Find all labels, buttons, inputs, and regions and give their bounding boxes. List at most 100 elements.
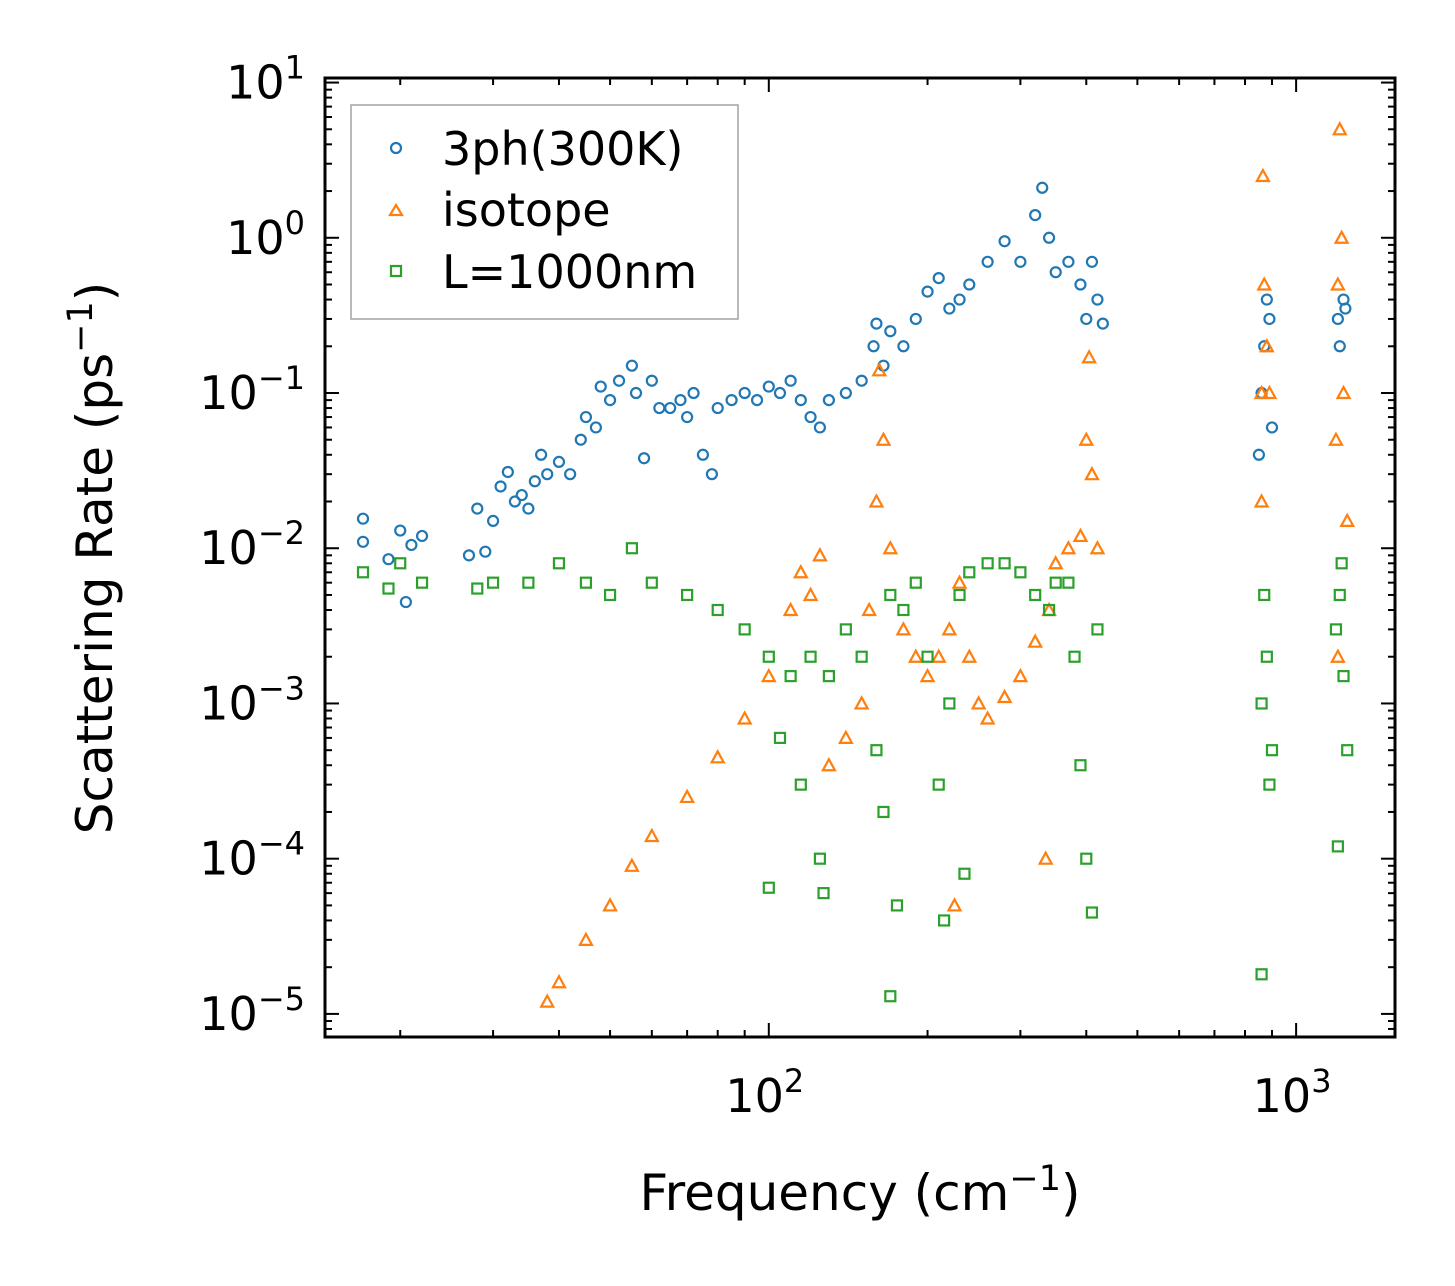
legend-box bbox=[350, 104, 739, 320]
point-circle bbox=[897, 340, 910, 353]
point-square bbox=[1331, 840, 1344, 853]
point-circle bbox=[535, 448, 548, 461]
point-square bbox=[884, 588, 897, 602]
point-circle bbox=[773, 386, 787, 400]
point-square bbox=[394, 557, 407, 570]
point-square bbox=[938, 914, 951, 927]
point-triangle bbox=[1261, 384, 1278, 400]
point-triangle bbox=[1333, 229, 1350, 244]
point-circle bbox=[574, 433, 587, 446]
point-square bbox=[839, 623, 852, 636]
point-circle bbox=[399, 595, 412, 609]
point-circle bbox=[629, 386, 643, 400]
point-square bbox=[552, 557, 566, 570]
point-square bbox=[603, 588, 617, 602]
point-square bbox=[884, 990, 897, 1003]
point-triangle bbox=[951, 574, 968, 589]
point-square bbox=[877, 805, 890, 819]
y-tick-label: 10−1 bbox=[199, 359, 305, 420]
point-square bbox=[855, 650, 868, 663]
point-square bbox=[943, 697, 956, 710]
point-circle bbox=[1091, 293, 1104, 306]
point-triangle bbox=[1339, 512, 1356, 528]
point-triangle bbox=[1037, 850, 1054, 865]
x-tick-label: 103 bbox=[1253, 1062, 1332, 1123]
point-triangle bbox=[1255, 167, 1271, 183]
point-square bbox=[1049, 576, 1062, 589]
legend-marker-3ph bbox=[389, 141, 403, 155]
point-triangle bbox=[1072, 527, 1089, 543]
point-square bbox=[1260, 650, 1273, 663]
point-square bbox=[486, 576, 500, 589]
point-triangle bbox=[868, 493, 885, 508]
point-circle bbox=[681, 410, 694, 424]
point-square bbox=[762, 881, 775, 894]
point-triangle bbox=[1084, 465, 1100, 481]
point-circle bbox=[356, 535, 370, 548]
point-square bbox=[909, 576, 922, 589]
point-triangle bbox=[1330, 648, 1346, 663]
point-circle bbox=[1074, 278, 1087, 291]
point-square bbox=[804, 650, 817, 663]
point-circle bbox=[762, 380, 775, 393]
point-circle bbox=[479, 545, 492, 558]
point-circle bbox=[612, 374, 626, 387]
point-triangle bbox=[996, 688, 1013, 704]
point-circle bbox=[1085, 255, 1099, 268]
point-circle bbox=[687, 386, 700, 400]
point-circle bbox=[594, 380, 607, 393]
point-circle bbox=[998, 235, 1011, 248]
point-circle bbox=[813, 421, 827, 434]
legend: 3ph(300K) isotope L=1000nm bbox=[350, 104, 739, 320]
point-circle bbox=[1062, 255, 1075, 268]
point-circle bbox=[382, 553, 395, 566]
point-triangle bbox=[1078, 431, 1095, 446]
point-circle bbox=[645, 374, 658, 387]
x-axis-label: Frequency (cm−1) bbox=[639, 1159, 1080, 1222]
point-square bbox=[471, 582, 484, 595]
point-circle bbox=[822, 394, 835, 407]
point-square bbox=[645, 576, 658, 589]
point-triangle bbox=[970, 695, 987, 710]
plot-marks bbox=[356, 120, 1356, 1008]
point-circle bbox=[415, 529, 429, 543]
point-circle bbox=[589, 421, 602, 434]
point-square bbox=[1255, 697, 1268, 710]
y-axis-label: Scattering Rate (ps−1) bbox=[61, 282, 124, 835]
legend-label-l1000nm: L=1000nm bbox=[442, 245, 697, 299]
point-square bbox=[773, 731, 787, 744]
point-triangle bbox=[1335, 384, 1352, 400]
point-triangle bbox=[861, 601, 878, 617]
y-tick-label: 101 bbox=[226, 49, 305, 110]
point-square bbox=[762, 650, 775, 663]
point-triangle bbox=[1258, 337, 1275, 353]
point-triangle bbox=[895, 621, 912, 636]
point-circle bbox=[711, 401, 724, 415]
point-circle bbox=[625, 359, 638, 372]
y-tick-label: 10−3 bbox=[199, 669, 305, 730]
point-square bbox=[711, 603, 724, 617]
point-triangle bbox=[919, 667, 936, 683]
point-triangle bbox=[782, 601, 799, 617]
point-circle bbox=[1042, 231, 1056, 244]
point-triangle bbox=[930, 648, 947, 663]
point-triangle bbox=[760, 667, 777, 683]
point-triangle bbox=[578, 931, 594, 946]
point-triangle bbox=[853, 695, 870, 710]
point-square bbox=[356, 566, 370, 579]
point-circle bbox=[653, 401, 666, 415]
point-circle bbox=[750, 394, 764, 407]
y-tick-label: 10−2 bbox=[199, 514, 305, 575]
point-circle bbox=[794, 394, 807, 407]
point-square bbox=[958, 867, 971, 880]
point-circle bbox=[394, 524, 407, 537]
point-triangle bbox=[602, 897, 618, 912]
point-triangle bbox=[882, 539, 899, 555]
y-tick-label: 100 bbox=[226, 204, 305, 265]
legend-marker-l1000nm bbox=[389, 264, 403, 278]
point-square bbox=[1255, 968, 1268, 981]
point-triangle bbox=[1081, 348, 1097, 364]
point-square bbox=[415, 576, 429, 589]
legend-label-isotope: isotope bbox=[442, 183, 611, 237]
